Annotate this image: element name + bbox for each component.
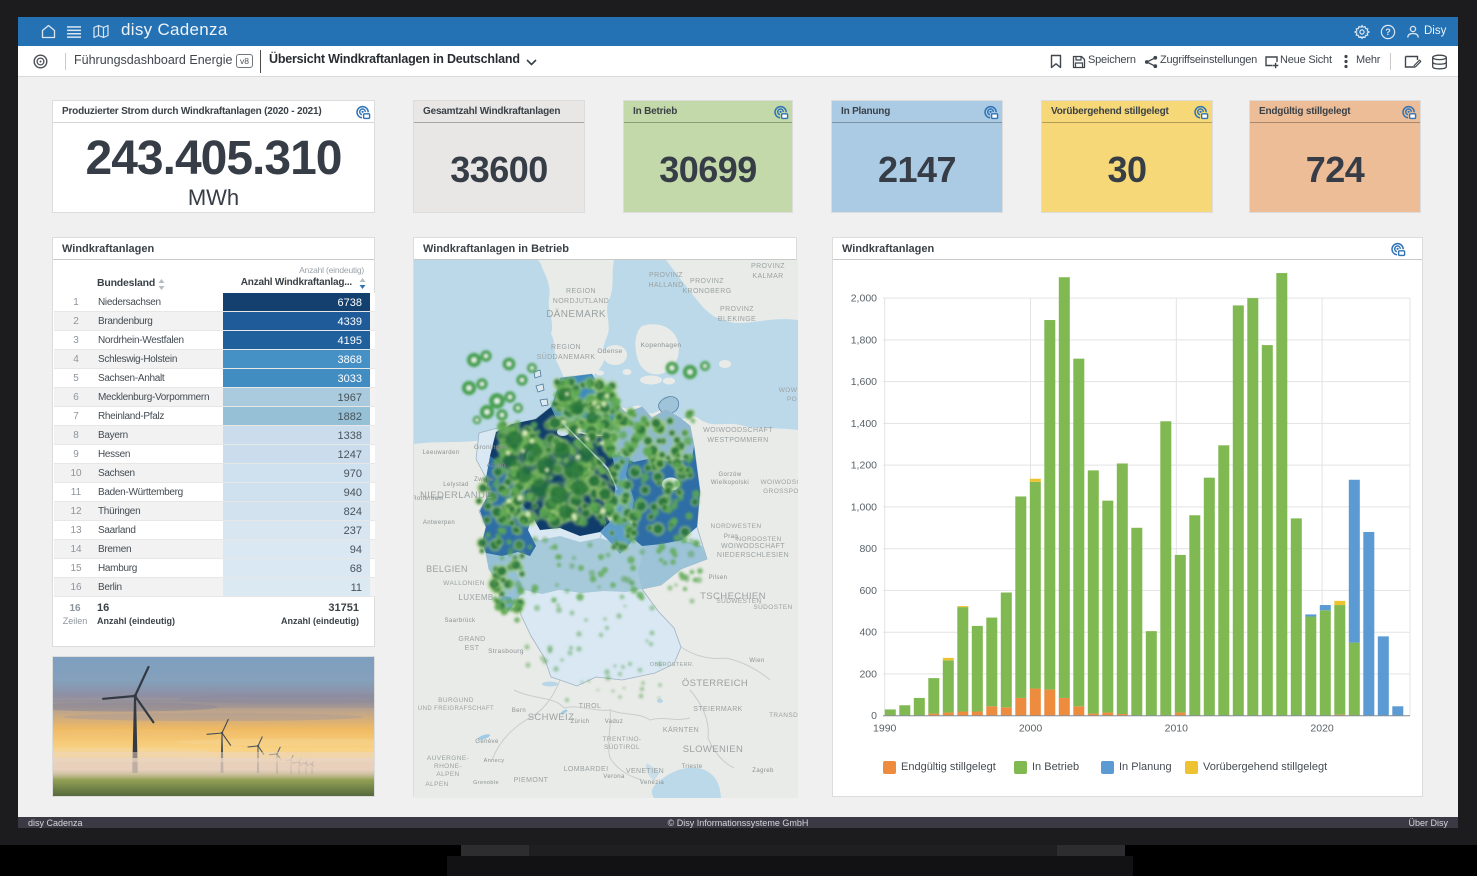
svg-text:400: 400 xyxy=(859,627,877,639)
svg-text:1,600: 1,600 xyxy=(851,376,877,388)
svg-text:Antwerpen: Antwerpen xyxy=(423,520,455,526)
svg-text:PROVINZ: PROVINZ xyxy=(720,306,754,313)
svg-text:1990: 1990 xyxy=(873,723,897,735)
svg-text:Zagreb: Zagreb xyxy=(752,768,774,774)
svg-text:WOIWODSC: WOIWODSC xyxy=(760,479,798,486)
svg-text:GRAND: GRAND xyxy=(458,636,485,643)
svg-text:Leeuwarden: Leeuwarden xyxy=(422,450,459,456)
svg-text:LOMBARDEI: LOMBARDEI xyxy=(564,766,609,773)
svg-text:Verona: Verona xyxy=(603,774,625,780)
svg-text:Rotterdam: Rotterdam xyxy=(414,496,444,502)
svg-text:KÄRNTEN: KÄRNTEN xyxy=(663,726,699,734)
svg-text:REGION: REGION xyxy=(551,344,581,351)
svg-text:TRENTINO-: TRENTINO- xyxy=(603,736,642,743)
svg-text:ALPEN: ALPEN xyxy=(425,781,448,788)
svg-text:TIROL: TIROL xyxy=(579,703,602,710)
svg-text:KRONOBERG: KRONOBERG xyxy=(682,288,731,295)
svg-text:0: 0 xyxy=(871,710,877,722)
svg-text:1,400: 1,400 xyxy=(851,418,877,430)
svg-text:Bern: Bern xyxy=(512,708,526,714)
svg-text:REGION: REGION xyxy=(566,288,596,295)
svg-text:UND FREIGRAFSCHAFT: UND FREIGRAFSCHAFT xyxy=(418,706,494,712)
svg-text:WOIWODSCHAFT: WOIWODSCHAFT xyxy=(721,543,785,550)
svg-text:Vaduz: Vaduz xyxy=(605,719,624,725)
svg-text:600: 600 xyxy=(859,585,877,597)
svg-text:Zürich: Zürich xyxy=(570,719,589,725)
svg-text:DÄNEMARK: DÄNEMARK xyxy=(546,308,606,320)
svg-text:TRANSDA: TRANSDA xyxy=(769,712,798,719)
svg-text:AUVERGNE-: AUVERGNE- xyxy=(427,755,469,762)
svg-text:Gorzów: Gorzów xyxy=(718,472,741,478)
svg-text:SÜDTIROL: SÜDTIROL xyxy=(604,743,640,751)
svg-text:Prag: Prag xyxy=(724,534,738,540)
svg-text:WALLONIEN: WALLONIEN xyxy=(443,580,485,587)
svg-text:Kopenhagen: Kopenhagen xyxy=(641,342,682,349)
svg-text:LUXEMB: LUXEMB xyxy=(458,593,493,602)
svg-text:Wielkopolski: Wielkopolski xyxy=(711,480,749,486)
svg-text:SÜDOSTEN: SÜDOSTEN xyxy=(753,603,792,611)
svg-text:2000: 2000 xyxy=(1019,723,1043,735)
svg-text:Assen: Assen xyxy=(487,463,506,469)
svg-text:SCHWEIZ: SCHWEIZ xyxy=(528,712,575,723)
svg-text:Groningen: Groningen xyxy=(474,444,508,451)
svg-text:Wien: Wien xyxy=(749,658,764,664)
svg-text:EST: EST xyxy=(465,645,480,652)
svg-text:ALPEN: ALPEN xyxy=(436,771,459,778)
svg-text:2020: 2020 xyxy=(1310,723,1334,735)
svg-text:PROVINZ: PROVINZ xyxy=(751,263,785,270)
svg-text:Venezia: Venezia xyxy=(640,780,664,786)
svg-text:NIEDERSCHLESIEN: NIEDERSCHLESIEN xyxy=(717,552,789,559)
svg-text:WESTPOMMERN: WESTPOMMERN xyxy=(707,437,768,444)
svg-text:BELGIEN: BELGIEN xyxy=(426,564,468,574)
svg-text:RHONE-: RHONE- xyxy=(434,763,462,770)
svg-text:Grenoble: Grenoble xyxy=(473,780,499,786)
svg-text:STEIERMARK: STEIERMARK xyxy=(693,706,743,713)
svg-text:Annecy: Annecy xyxy=(484,758,505,764)
svg-text:NORDOSTEN: NORDOSTEN xyxy=(736,536,781,543)
svg-text:800: 800 xyxy=(859,543,877,555)
svg-text:?: ? xyxy=(1385,27,1391,37)
svg-text:NORDJUTLAND: NORDJUTLAND xyxy=(553,298,610,305)
svg-text:2010: 2010 xyxy=(1165,723,1189,735)
svg-text:NIEDERLANDE: NIEDERLANDE xyxy=(420,490,492,501)
svg-text:BLEKINGE: BLEKINGE xyxy=(718,316,756,323)
svg-text:SÜDDANEMARK: SÜDDANEMARK xyxy=(537,353,596,361)
svg-text:Genève: Genève xyxy=(475,739,499,745)
svg-text:Pilsen: Pilsen xyxy=(709,575,728,581)
svg-text:1,000: 1,000 xyxy=(851,501,877,513)
svg-text:PROVINZ: PROVINZ xyxy=(690,278,724,285)
svg-text:1,800: 1,800 xyxy=(851,334,877,346)
svg-text:HALLAND: HALLAND xyxy=(648,282,683,289)
svg-text:OBERÖSTERR.: OBERÖSTERR. xyxy=(650,661,695,668)
svg-text:200: 200 xyxy=(859,668,877,680)
svg-text:Trieste: Trieste xyxy=(682,764,703,770)
svg-text:Strasbourg: Strasbourg xyxy=(488,648,524,655)
svg-text:PIEMONT: PIEMONT xyxy=(514,777,549,784)
svg-text:Zwolle: Zwolle xyxy=(474,477,494,483)
svg-text:KALMAR: KALMAR xyxy=(752,273,783,280)
svg-text:BURGUND: BURGUND xyxy=(438,697,474,704)
svg-text:Lelystad: Lelystad xyxy=(443,482,469,488)
svg-text:Odense: Odense xyxy=(597,348,622,355)
svg-text:NORDWESTEN: NORDWESTEN xyxy=(711,523,762,530)
svg-text:PO: PO xyxy=(787,396,797,403)
svg-text:SÜDWESTEN: SÜDWESTEN xyxy=(716,597,761,605)
svg-text:GROSSPO: GROSSPO xyxy=(763,488,798,495)
svg-text:PROVINZ: PROVINZ xyxy=(649,272,683,279)
svg-text:WOW: WOW xyxy=(779,387,798,394)
svg-text:Saarbrück: Saarbrück xyxy=(445,618,477,624)
svg-text:SLOWENIEN: SLOWENIEN xyxy=(683,744,744,755)
svg-text:1,200: 1,200 xyxy=(851,460,877,472)
svg-text:ÖSTERREICH: ÖSTERREICH xyxy=(682,678,748,689)
svg-text:2,000: 2,000 xyxy=(851,293,877,305)
svg-text:TSCHECHIEN: TSCHECHIEN xyxy=(700,591,766,602)
svg-text:WOIWOODSCHAFT: WOIWOODSCHAFT xyxy=(703,427,773,434)
svg-text:VENETIEN: VENETIEN xyxy=(626,768,664,775)
